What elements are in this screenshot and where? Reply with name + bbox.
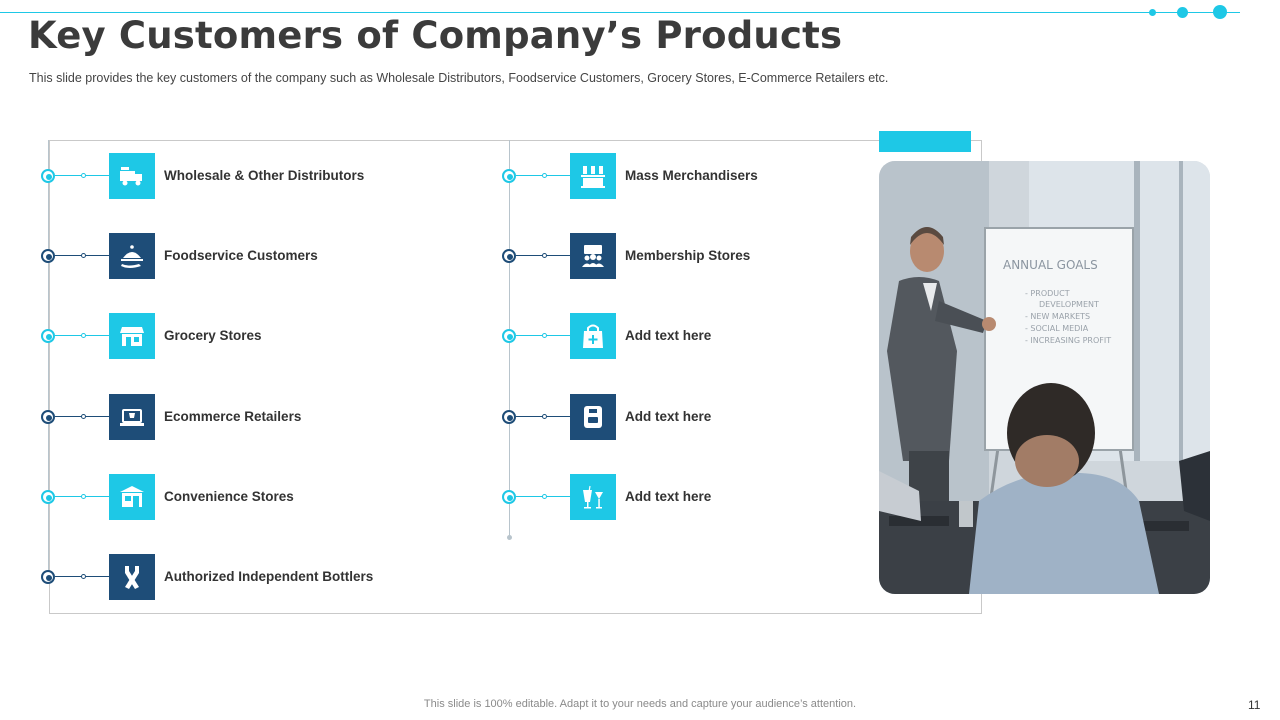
accent-bar xyxy=(879,131,971,152)
timeline-node xyxy=(502,489,516,504)
shop-icon xyxy=(109,473,155,520)
storefront-icon xyxy=(109,313,155,360)
page-number: 11 xyxy=(1248,698,1261,712)
connector-dot xyxy=(81,253,86,259)
connector-line xyxy=(55,175,131,176)
truck-icon xyxy=(109,153,155,199)
membership-group-icon xyxy=(570,233,616,280)
customer-label: Add text here xyxy=(625,328,712,344)
whiteboard-line-4: - SOCIAL MEDIA xyxy=(1025,324,1089,333)
customer-label: Wholesale & Other Distributors xyxy=(164,168,365,183)
footer-note: This slide is 100% editable. Adapt it to… xyxy=(423,698,857,710)
customer-label: Mass Merchandisers xyxy=(625,168,758,183)
customer-label: Foodservice Customers xyxy=(164,248,318,264)
serving-tray-icon xyxy=(109,233,155,280)
whiteboard-line-5: - INCREASING PROFIT xyxy=(1025,336,1111,345)
connector-dot xyxy=(81,333,86,339)
connector-line xyxy=(516,415,592,417)
presentation-scene-image: ANNUAL GOALS - PRODUCT DEVELOPMENT - NEW… xyxy=(879,161,1210,594)
connector-dot xyxy=(81,574,86,579)
connector-line xyxy=(516,255,592,257)
content-frame xyxy=(49,140,982,614)
customer-label: Grocery Stores xyxy=(164,328,262,344)
customer-label: Authorized Independent Bottlers xyxy=(164,569,374,584)
right-column-end-dot xyxy=(507,535,512,540)
connector-dot xyxy=(542,413,547,419)
customer-label: Add text here xyxy=(625,488,712,504)
connector-dot xyxy=(542,493,547,499)
timeline-node xyxy=(502,169,516,183)
timeline-node xyxy=(41,249,55,264)
whiteboard-title: ANNUAL GOALS xyxy=(1003,258,1098,272)
customer-label: Ecommerce Retailers xyxy=(164,408,302,424)
decor-dot-small xyxy=(1149,9,1156,16)
timeline-node xyxy=(502,249,516,264)
connector-line xyxy=(516,175,592,176)
timeline-node xyxy=(502,329,516,344)
connector-line xyxy=(516,495,592,497)
connector-line xyxy=(55,255,131,257)
whiteboard-line-1: - PRODUCT xyxy=(1025,289,1070,298)
left-column-timeline xyxy=(48,140,49,577)
connector-line xyxy=(55,576,131,577)
customer-label: Convenience Stores xyxy=(164,488,294,504)
package-icon xyxy=(570,393,616,440)
connector-dot xyxy=(81,173,86,178)
connector-line xyxy=(55,335,131,337)
timeline-node xyxy=(41,570,55,584)
connector-line xyxy=(55,415,131,417)
laptop-shopping-icon xyxy=(109,393,155,440)
shopping-bag-plus-icon xyxy=(570,313,616,360)
whiteboard-line-3: - NEW MARKETS xyxy=(1025,312,1090,321)
connector-dot xyxy=(542,173,547,178)
timeline-node xyxy=(41,169,55,183)
customer-label: Membership Stores xyxy=(625,248,751,264)
drinks-icon xyxy=(570,473,616,520)
connector-dot xyxy=(542,333,547,339)
decor-dot-large xyxy=(1213,5,1227,19)
timeline-node xyxy=(41,409,55,424)
top-divider-line xyxy=(0,12,1240,13)
slide-title: Key Customers of Company’s Products xyxy=(28,14,843,57)
connector-line xyxy=(55,495,131,497)
connector-dot xyxy=(542,253,547,259)
timeline-node xyxy=(41,489,55,504)
slide-subtitle: This slide provides the key customers of… xyxy=(29,71,889,85)
connector-dot xyxy=(81,493,86,499)
connector-dot xyxy=(81,413,86,419)
meeting-photo: ANNUAL GOALS - PRODUCT DEVELOPMENT - NEW… xyxy=(879,161,1210,594)
customer-label: Add text here xyxy=(625,408,712,424)
timeline-node xyxy=(41,329,55,344)
bottles-icon xyxy=(109,554,155,600)
whiteboard-line-2: DEVELOPMENT xyxy=(1039,300,1099,309)
connector-line xyxy=(516,335,592,337)
decor-dot-medium xyxy=(1177,7,1188,18)
products-shelf-icon xyxy=(570,153,616,199)
timeline-node xyxy=(502,409,516,424)
